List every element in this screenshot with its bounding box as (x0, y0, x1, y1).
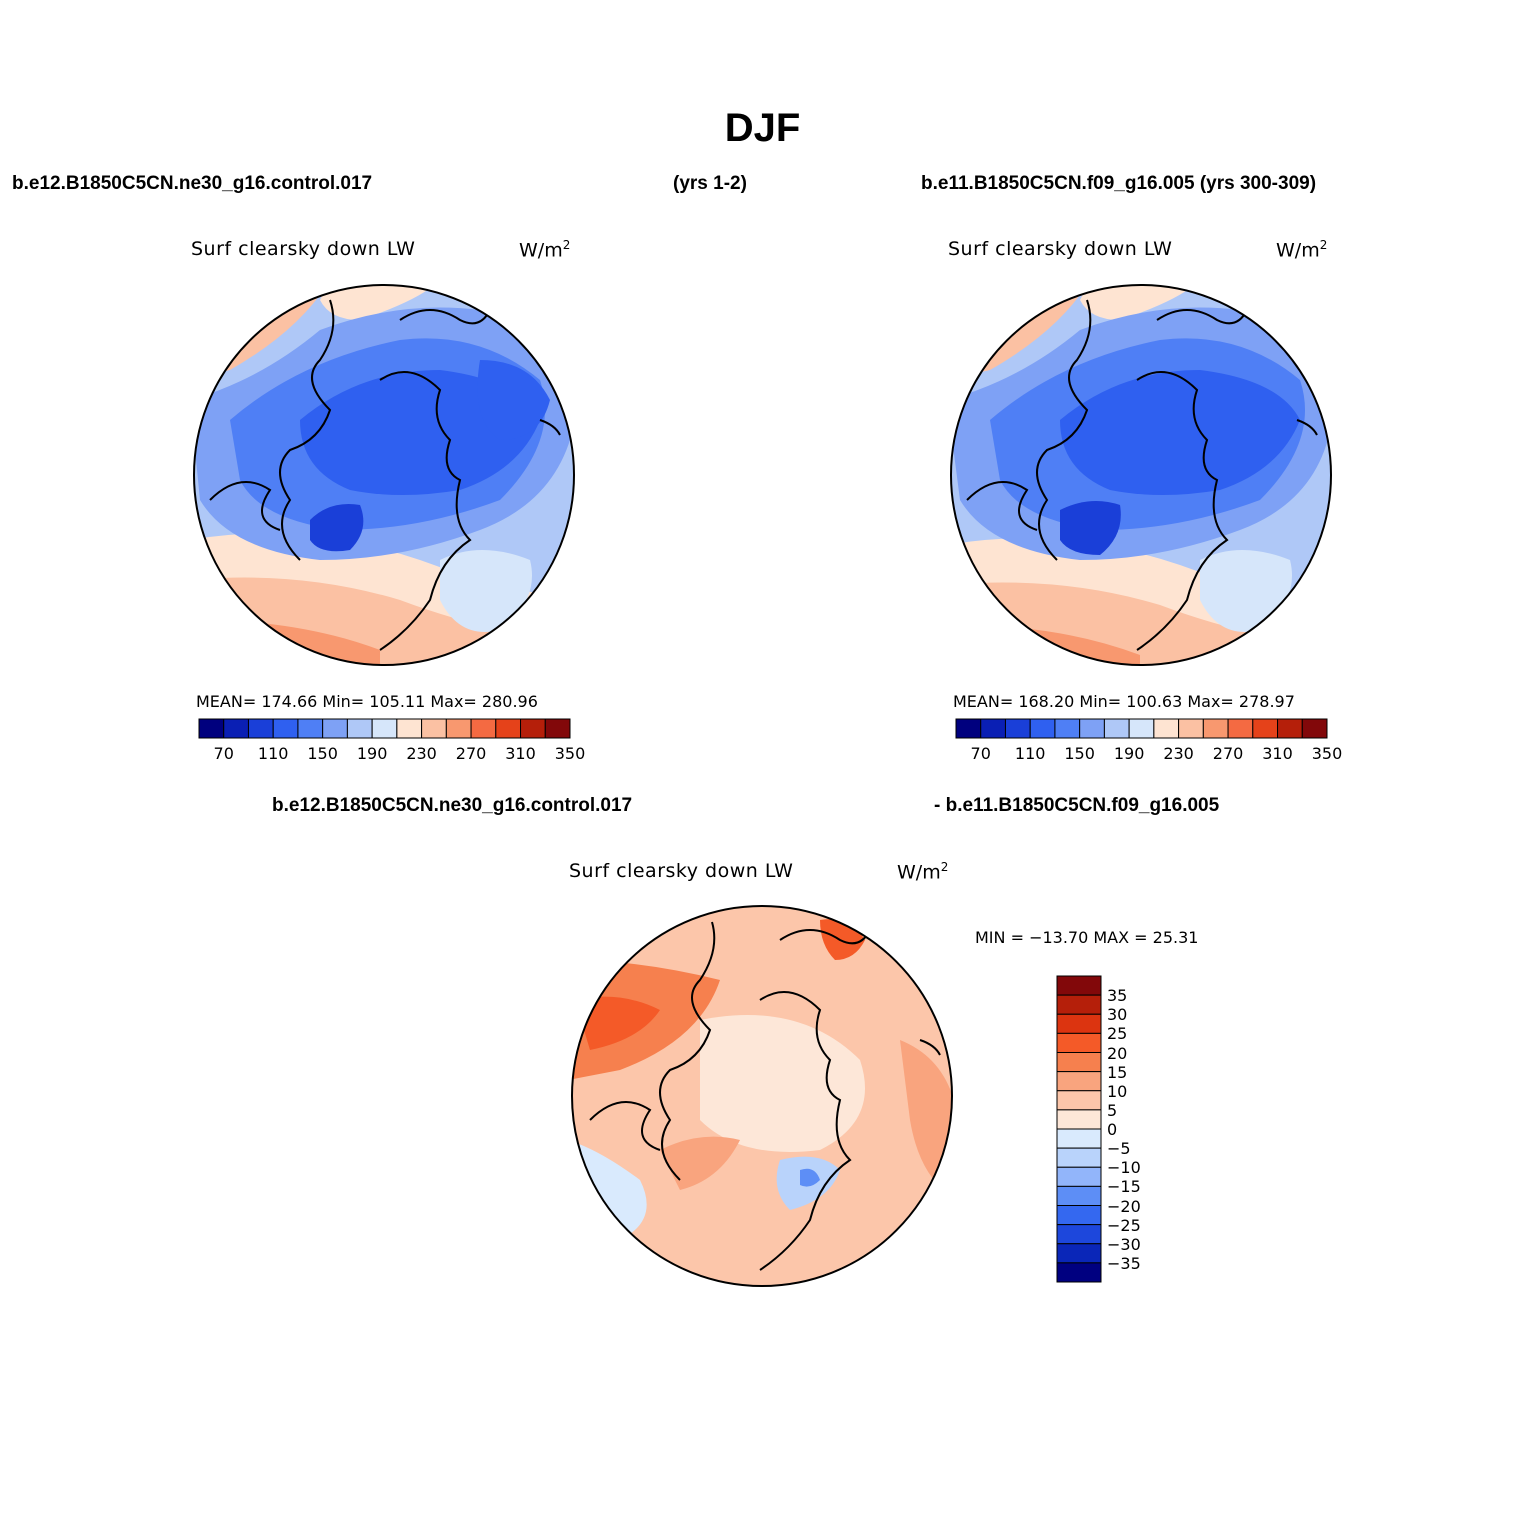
left-colorbar-tick: 190 (356, 744, 388, 763)
left-colorbar-box (272, 718, 299, 739)
left-colorbar-box (346, 718, 373, 739)
right-colorbar-box (1079, 718, 1105, 739)
difference-colorbar-box (1056, 1109, 1102, 1130)
left-case-label: b.e12.B1850C5CN.ne30_g16.control.017 (12, 173, 373, 194)
right-colorbar-tick: 350 (1311, 744, 1343, 763)
left-units: W/m2 (519, 238, 571, 262)
diff-min-max: MIN = −13.70 MAX = 25.31 (975, 928, 1199, 947)
difference-colorbar-tick: 10 (1107, 1081, 1128, 1101)
difference-colorbar-box (1056, 1013, 1102, 1034)
difference-colorbar-box (1056, 1032, 1102, 1053)
right-colorbar-box (955, 718, 982, 739)
right-stats: MEAN= 168.20 Min= 100.63 Max= 278.97 (953, 692, 1295, 711)
left-colorbar-tick: 310 (505, 744, 536, 763)
right-colorbar-tick: 230 (1163, 744, 1194, 763)
right-colorbar (955, 718, 1328, 739)
right-colorbar-box (1054, 718, 1081, 739)
right-colorbar-box (1004, 718, 1031, 739)
left-colorbar-tick: 270 (455, 744, 487, 763)
left-colorbar-box (470, 718, 497, 739)
right-colorbar-box (980, 718, 1006, 739)
left-stats: MEAN= 174.66 Min= 105.11 Max= 280.96 (196, 692, 538, 711)
difference-colorbar-tick: 0 (1107, 1120, 1118, 1139)
left-colorbar-box (544, 718, 571, 739)
left-colorbar-tick: 110 (257, 744, 289, 763)
difference-colorbar-box (1056, 975, 1102, 996)
difference-colorbar (1056, 975, 1102, 1283)
difference-colorbar-tick: 25 (1107, 1024, 1128, 1044)
left-colorbar-box (445, 718, 472, 739)
right-polar-map (950, 284, 1332, 666)
difference-colorbar-tick: 20 (1107, 1043, 1128, 1063)
difference-colorbar-tick: 5 (1107, 1100, 1118, 1120)
right-colorbar-box (1277, 718, 1303, 739)
figure-title: DJF (724, 106, 801, 150)
difference-colorbar-box (1056, 1128, 1102, 1149)
left-colorbar-box (495, 718, 522, 739)
right-case-label: b.e11.B1850C5CN.f09_g16.005 (yrs 300-309… (921, 173, 1317, 194)
difference-colorbar-tick: −10 (1107, 1158, 1141, 1178)
right-colorbar-tick: 110 (1014, 744, 1046, 763)
diff-header-right: - b.e11.B1850C5CN.f09_g16.005 (934, 795, 1220, 816)
difference-colorbar-tick: −30 (1107, 1234, 1141, 1254)
right-colorbar-tick: 270 (1212, 744, 1244, 763)
left-colorbar-box (421, 718, 447, 739)
right-colorbar-box (1153, 718, 1180, 739)
right-colorbar-box (1103, 718, 1130, 739)
left-colorbar-box (371, 718, 398, 739)
right-colorbar-tick: 70 (970, 744, 991, 763)
right-colorbar-tick: 150 (1064, 744, 1095, 763)
left-colorbar-tick: 230 (406, 744, 437, 763)
right-variable-title: Surf clearsky down LW (948, 238, 1173, 260)
left-colorbar-tick: 70 (213, 744, 234, 763)
right-colorbar-box (1128, 718, 1155, 739)
right-units: W/m2 (1276, 238, 1328, 262)
left-colorbar-box (247, 718, 274, 739)
difference-colorbar-box (1056, 1052, 1102, 1073)
left-colorbar-box (198, 718, 225, 739)
left-variable-title: Surf clearsky down LW (191, 238, 416, 260)
difference-colorbar-tick: 15 (1107, 1062, 1128, 1082)
left-colorbar-tick: 350 (554, 744, 586, 763)
difference-colorbar-tick: −5 (1107, 1139, 1131, 1159)
right-colorbar-box (1301, 718, 1328, 739)
right-colorbar-box (1202, 718, 1229, 739)
difference-colorbar-box (1056, 1166, 1102, 1187)
difference-colorbar-tick: −15 (1107, 1177, 1141, 1197)
right-colorbar-box (1252, 718, 1279, 739)
left-years-label: (yrs 1-2) (673, 173, 747, 194)
difference-colorbar-box (1056, 1243, 1102, 1264)
left-polar-map (193, 284, 575, 666)
difference-colorbar-box (1056, 994, 1102, 1015)
difference-polar-map (571, 905, 953, 1287)
diff-units: W/m2 (897, 860, 949, 884)
right-colorbar-box (1227, 718, 1254, 739)
difference-colorbar-box (1056, 1090, 1102, 1111)
left-colorbar-box (322, 718, 348, 739)
right-colorbar-box (1029, 718, 1056, 739)
difference-colorbar-box (1056, 1262, 1102, 1283)
difference-colorbar-box (1056, 1071, 1102, 1092)
difference-colorbar-tick: 35 (1107, 986, 1128, 1006)
difference-colorbar-box (1056, 1147, 1102, 1168)
difference-colorbar-tick: −35 (1107, 1253, 1141, 1273)
left-colorbar-box (520, 718, 546, 739)
difference-colorbar-tick: −20 (1107, 1196, 1141, 1216)
difference-colorbar-box (1056, 1185, 1102, 1206)
left-colorbar (198, 718, 571, 739)
right-colorbar-tick: 190 (1113, 744, 1145, 763)
difference-colorbar-box (1056, 1224, 1102, 1245)
difference-colorbar-tick: −25 (1107, 1215, 1141, 1235)
diff-header-left: b.e12.B1850C5CN.ne30_g16.control.017 (272, 795, 633, 816)
right-colorbar-tick: 310 (1262, 744, 1293, 763)
left-colorbar-box (297, 718, 324, 739)
left-colorbar-box (223, 718, 249, 739)
difference-colorbar-tick: 30 (1107, 1005, 1128, 1025)
left-colorbar-box (396, 718, 423, 739)
difference-colorbar-box (1056, 1205, 1102, 1226)
left-colorbar-tick: 150 (307, 744, 338, 763)
right-colorbar-box (1178, 718, 1204, 739)
diff-variable-title: Surf clearsky down LW (569, 860, 794, 882)
